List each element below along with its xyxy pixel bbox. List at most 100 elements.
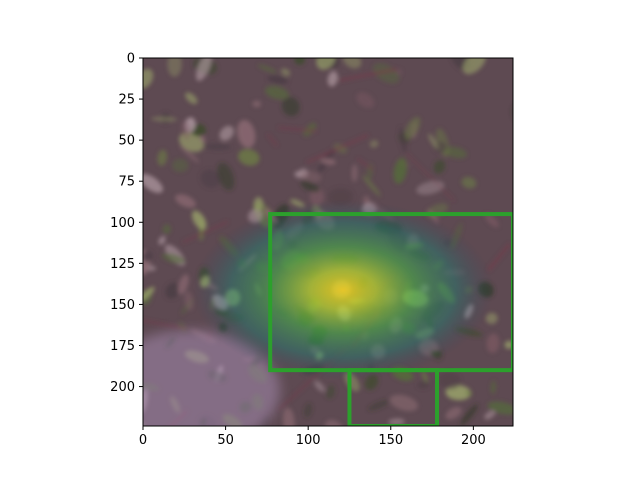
leaf-shape xyxy=(399,126,407,153)
leaf-shape xyxy=(545,186,566,205)
leaf-shape xyxy=(584,178,606,202)
leaf-shape xyxy=(327,71,338,87)
leaf-shape xyxy=(184,291,194,311)
leaf-shape xyxy=(515,221,538,248)
y-tick-label: 100 xyxy=(110,216,135,231)
leaf-shape xyxy=(470,449,485,464)
leaf-shape xyxy=(253,197,264,212)
leaf-shape xyxy=(291,22,318,45)
leaf-shape xyxy=(273,460,302,474)
leaf-shape xyxy=(545,376,570,406)
leaf-shape xyxy=(490,380,496,395)
leaf-shape xyxy=(162,224,171,235)
leaf-shape xyxy=(577,126,599,146)
leaf-shape xyxy=(433,159,446,174)
leaf-shape xyxy=(438,371,461,390)
leaf-shape xyxy=(191,210,207,230)
leaf-shape xyxy=(620,447,640,461)
leaf-shape xyxy=(541,224,556,237)
leaf-shape xyxy=(72,406,85,429)
leaf-shape xyxy=(373,63,400,84)
leaf-shape xyxy=(626,381,636,390)
leaf-shape xyxy=(92,28,101,38)
leaf-shape xyxy=(612,312,625,326)
leaf-shape xyxy=(0,24,9,39)
leaf-shape xyxy=(282,434,294,452)
leaf-shape xyxy=(239,23,259,50)
leaf-shape xyxy=(550,207,574,231)
leaf-shape xyxy=(445,406,462,420)
leaf-shape xyxy=(588,314,602,340)
x-tick-label: 200 xyxy=(461,433,486,448)
leaf-shape xyxy=(460,404,479,426)
leaf-shape xyxy=(539,194,560,215)
leaf-shape xyxy=(165,282,180,299)
leaf-shape xyxy=(252,100,262,108)
leaf-shape xyxy=(16,182,37,202)
leaf-shape xyxy=(93,435,123,468)
leaf-shape xyxy=(175,194,196,208)
leaf-shape xyxy=(562,176,584,193)
leaf-shape xyxy=(516,67,527,81)
leaf-shape xyxy=(613,431,621,449)
leaf-shape xyxy=(271,460,295,480)
leaf-shape xyxy=(362,175,381,197)
leaf-shape xyxy=(303,403,313,418)
leaf-shape xyxy=(172,20,195,42)
leaf-shape xyxy=(52,237,66,268)
x-tick-label: 150 xyxy=(378,433,403,448)
leaf-shape xyxy=(465,25,480,36)
leaf-shape xyxy=(200,135,206,143)
leaf-shape xyxy=(282,407,295,426)
leaf-shape xyxy=(72,31,85,53)
leaf-shape xyxy=(532,270,556,291)
leaf-shape xyxy=(10,266,28,281)
leaf-shape xyxy=(536,253,552,263)
leaf-shape xyxy=(538,400,558,418)
leaf-shape xyxy=(389,394,419,412)
leaf-shape xyxy=(171,158,189,173)
leaf-shape xyxy=(180,120,191,140)
x-tick-label: 0 xyxy=(139,433,147,448)
leaf-shape xyxy=(67,379,86,397)
leaf-shape xyxy=(151,462,181,480)
leaf-shape xyxy=(167,58,182,77)
leaf-shape xyxy=(487,401,513,415)
leaf-shape xyxy=(535,289,541,309)
leaf-shape xyxy=(577,133,595,156)
leaf-shape xyxy=(388,418,405,426)
branch xyxy=(143,319,188,330)
y-tick-label: 25 xyxy=(118,93,135,108)
branch xyxy=(267,133,278,147)
leaf-shape xyxy=(123,111,141,132)
leaf-shape xyxy=(299,170,322,183)
leaf-shape xyxy=(390,25,409,42)
leaf-shape xyxy=(55,266,61,274)
leaf-shape xyxy=(326,385,336,399)
leaf-shape xyxy=(559,112,570,125)
y-tick-label: 125 xyxy=(110,257,135,272)
leaf-shape xyxy=(529,46,554,65)
leaf-shape xyxy=(267,36,277,52)
leaf-shape xyxy=(181,38,188,55)
leaf-shape xyxy=(320,158,336,165)
leaf-shape xyxy=(519,369,533,380)
leaf-shape xyxy=(28,51,58,81)
leaf-shape xyxy=(404,116,421,140)
branch xyxy=(406,153,455,202)
leaf-shape xyxy=(366,475,380,480)
leaf-shape xyxy=(492,454,509,473)
y-tick-label: 175 xyxy=(110,339,135,354)
leaf-shape xyxy=(43,176,52,203)
leaf-shape xyxy=(185,92,198,105)
leaf-shape xyxy=(484,213,499,228)
leaf-shape xyxy=(393,455,420,479)
y-tick-label: 0 xyxy=(127,52,135,67)
leaf-shape xyxy=(55,137,68,166)
leaf-shape xyxy=(630,35,640,61)
leaf-shape xyxy=(486,333,500,354)
y-tick-label: 75 xyxy=(118,175,135,190)
leaf-shape xyxy=(634,162,640,190)
leaf-shape xyxy=(157,149,168,166)
